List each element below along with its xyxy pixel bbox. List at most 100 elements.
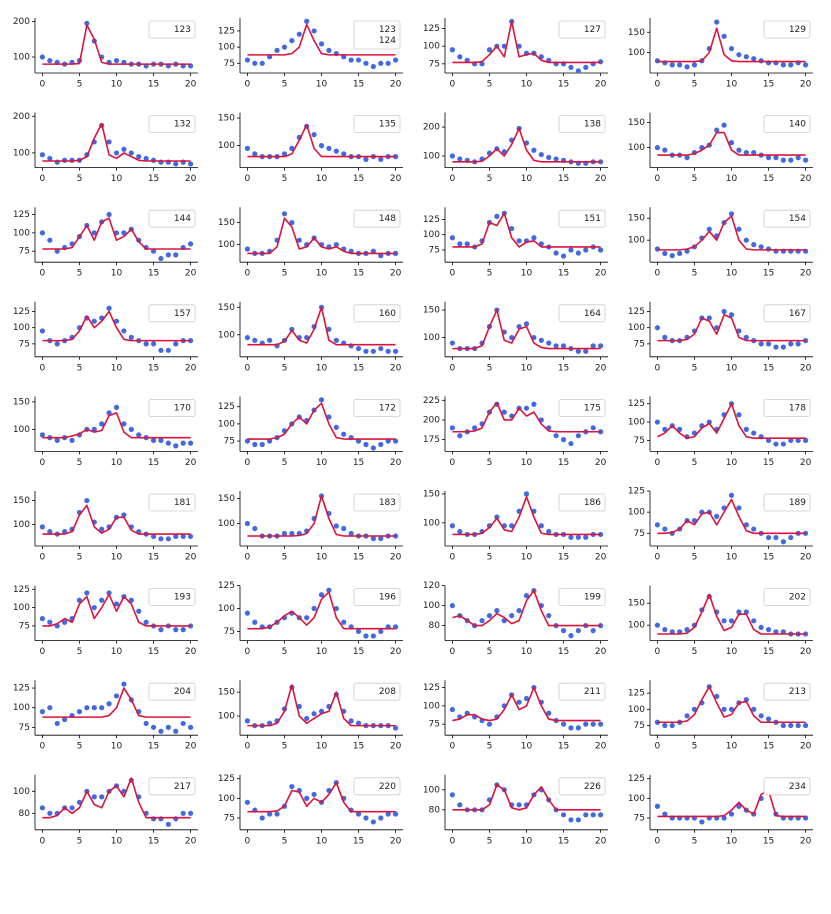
x-tick-label: 20 xyxy=(800,553,812,563)
legend-label: 202 xyxy=(789,593,806,603)
x-tick-label: 0 xyxy=(655,80,661,90)
x-tick-label: 10 xyxy=(521,458,533,468)
data-point xyxy=(47,705,53,711)
data-point xyxy=(62,716,68,723)
data-point xyxy=(788,437,794,443)
data-point xyxy=(802,631,809,637)
data-point xyxy=(54,341,60,347)
y-tick-label: 175 xyxy=(423,435,440,445)
legend-box xyxy=(353,398,401,417)
data-point xyxy=(486,613,493,619)
data-point xyxy=(333,424,339,430)
data-point xyxy=(267,811,273,817)
data-point xyxy=(721,706,727,712)
subplot: 0 5 10 15 20 75 100 125 157 xyxy=(13,301,198,373)
data-point xyxy=(180,440,186,446)
data-point xyxy=(795,437,801,443)
subplot: 0 5 10 15 20 100 150 129 xyxy=(628,18,813,90)
x-tick-label: 5 xyxy=(282,80,288,90)
data-point xyxy=(180,810,186,816)
fit-line xyxy=(247,495,396,537)
y-tick-label: 125 xyxy=(423,215,440,225)
data-point xyxy=(457,156,463,162)
x-tick-label: 5 xyxy=(77,742,83,752)
data-point xyxy=(546,613,552,619)
data-point xyxy=(765,534,772,541)
data-point xyxy=(311,28,317,34)
y-tick-label: 100 xyxy=(13,53,30,63)
y-tick-label: 120 xyxy=(423,581,440,591)
data-point xyxy=(274,811,280,817)
y-tick-label: 100 xyxy=(218,141,235,151)
data-point xyxy=(802,437,809,443)
fit-line xyxy=(42,217,191,250)
data-point xyxy=(91,794,97,800)
x-tick-label: 0 xyxy=(40,363,46,373)
data-point xyxy=(378,253,384,259)
data-point xyxy=(714,19,720,25)
legend-label: 204 xyxy=(174,687,191,697)
x-tick-label: 20 xyxy=(800,458,812,468)
data-point xyxy=(47,810,53,816)
data-point xyxy=(355,811,362,817)
data-point xyxy=(575,348,581,354)
x-tick-label: 5 xyxy=(692,553,698,563)
y-tick-label: 125 xyxy=(628,487,645,497)
data-point xyxy=(575,817,581,823)
data-point xyxy=(363,156,369,162)
data-point xyxy=(150,437,157,443)
data-point xyxy=(516,699,522,705)
x-tick-label: 10 xyxy=(726,742,738,752)
y-tick-label: 100 xyxy=(628,621,645,631)
legend-box xyxy=(763,588,811,606)
y-tick-label: 100 xyxy=(13,787,30,797)
fit-line xyxy=(42,310,191,342)
data-point xyxy=(341,525,347,532)
data-point xyxy=(464,241,470,247)
fit-line xyxy=(42,504,191,535)
legend-label: 178 xyxy=(789,403,806,413)
data-point xyxy=(165,821,171,827)
x-tick-label: 0 xyxy=(655,269,661,279)
y-tick-label: 200 xyxy=(13,112,30,122)
y-tick-label: 125 xyxy=(628,399,645,409)
fit-line xyxy=(42,24,191,65)
data-point xyxy=(662,334,668,340)
y-tick-label: 150 xyxy=(218,303,235,313)
y-tick-label: 75 xyxy=(634,529,645,539)
data-point xyxy=(553,250,559,256)
y-tick-label: 75 xyxy=(634,436,645,446)
subplot: 0 5 10 15 20 100 200 123 xyxy=(13,17,198,90)
data-point xyxy=(575,68,581,74)
data-point xyxy=(546,528,552,535)
data-point xyxy=(538,151,544,158)
x-tick-label: 20 xyxy=(185,458,197,468)
data-point xyxy=(165,440,171,446)
data-point xyxy=(333,148,339,154)
y-tick-label: 100 xyxy=(628,794,645,804)
x-tick-label: 10 xyxy=(316,647,328,657)
data-point xyxy=(355,628,362,635)
x-tick-label: 10 xyxy=(726,458,738,468)
subplot: 0 5 10 15 20 100 150 183 xyxy=(218,491,403,563)
y-tick-label: 200 xyxy=(13,17,30,27)
data-point xyxy=(516,323,522,330)
data-point xyxy=(378,535,384,542)
data-point xyxy=(560,628,567,634)
data-point xyxy=(654,419,661,425)
data-point xyxy=(99,526,105,532)
data-point xyxy=(788,722,794,729)
x-tick-label: 0 xyxy=(245,647,251,657)
data-point xyxy=(457,241,463,247)
y-tick-label: 100 xyxy=(628,323,645,333)
x-tick-label: 10 xyxy=(726,836,738,846)
x-tick-label: 0 xyxy=(245,553,251,563)
data-point xyxy=(736,505,742,511)
legend-box xyxy=(763,304,811,323)
legend-label: 160 xyxy=(379,309,396,319)
data-point xyxy=(304,334,310,341)
data-point xyxy=(509,523,515,529)
data-point xyxy=(113,601,120,607)
subplot: 0 5 10 15 20 75 100 125 189 xyxy=(628,487,813,563)
data-point xyxy=(370,535,376,542)
